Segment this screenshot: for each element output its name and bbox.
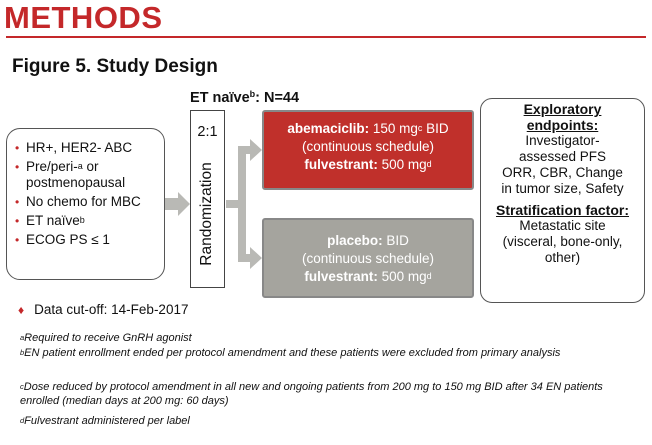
cohort-label-sup: b bbox=[249, 89, 256, 99]
criterion-text: HR+, HER2- ABC bbox=[26, 140, 133, 155]
footnote-text: EN patient enrollment ended per protocol… bbox=[24, 347, 561, 359]
placebo-combo-dose: 500 mg bbox=[377, 269, 427, 284]
criterion-item: • Pre/peri-a or postmenopausal bbox=[15, 159, 164, 191]
data-cutoff-text: Data cut-off: 14-Feb-2017 bbox=[34, 302, 189, 317]
criterion-text-cont: or postmenopausal bbox=[26, 159, 126, 190]
abemaciclib-combo-dose: 500 mg bbox=[377, 157, 427, 172]
endpoint-line: assessed PFS bbox=[518, 149, 607, 164]
cohort-count: : N=44 bbox=[255, 90, 300, 106]
criterion-text: No chemo for MBC bbox=[26, 194, 141, 209]
title-divider bbox=[6, 36, 646, 38]
stratification-line: other) bbox=[544, 250, 581, 265]
cohort-label: ET naïveb: N=44 bbox=[190, 89, 300, 106]
cohort-label-text: ET naïve bbox=[190, 90, 250, 106]
abemaciclib-dose-line: abemaciclib: 150 mgc BID bbox=[264, 120, 472, 138]
footnote-text: Fulvestrant administered per label bbox=[24, 415, 190, 427]
criterion-item: • HR+, HER2- ABC bbox=[15, 140, 164, 156]
footnote-marker: c bbox=[20, 382, 24, 391]
criterion-sup: b bbox=[79, 215, 85, 225]
abemaciclib-arm-box: abemaciclib: 150 mgc BID (continuous sch… bbox=[262, 110, 474, 190]
criterion-sup: a bbox=[77, 161, 83, 171]
randomization-label: Randomization bbox=[198, 162, 215, 266]
bullet-icon: • bbox=[15, 195, 20, 209]
abemaciclib-combo-sup: d bbox=[426, 159, 432, 169]
section-title: METHODS bbox=[4, 0, 163, 35]
abemaciclib-dose: 150 mg bbox=[369, 121, 418, 136]
criterion-text: Pre/peri- bbox=[26, 159, 78, 174]
bullet-icon: • bbox=[15, 233, 20, 247]
footnote-text: Required to receive GnRH agonist bbox=[24, 332, 192, 344]
abemaciclib-freq: BID bbox=[422, 121, 449, 136]
diamond-bullet-icon: ♦ bbox=[18, 303, 25, 317]
footnote-a: aRequired to receive GnRH agonist bbox=[20, 331, 630, 345]
stratification-line: (visceral, bone-only, bbox=[502, 234, 623, 249]
bullet-icon: • bbox=[15, 160, 20, 174]
figure-title: Figure 5. Study Design bbox=[12, 56, 218, 77]
abemaciclib-combo-drug: fulvestrant: bbox=[304, 157, 378, 172]
arrow-to-abemaciclib-arm bbox=[238, 139, 262, 161]
abemaciclib-combo-line: fulvestrant: 500 mgd bbox=[264, 156, 472, 174]
footnote-b: bEN patient enrollment ended per protoco… bbox=[20, 346, 620, 360]
placebo-drug: placebo: bbox=[327, 233, 383, 248]
eligibility-criteria-box: • HR+, HER2- ABC • Pre/peri-a or postmenop… bbox=[6, 128, 165, 280]
endpoint-line: in tumor size, Safety bbox=[501, 181, 624, 196]
arrow-to-placebo-arm bbox=[238, 247, 262, 269]
placebo-dose-line: placebo: BID bbox=[264, 232, 472, 250]
criterion-item: • ECOG PS ≤ 1 bbox=[15, 232, 164, 248]
placebo-freq: BID bbox=[382, 233, 409, 248]
criterion-item: • No chemo for MBC bbox=[15, 194, 164, 210]
footnote-marker: a bbox=[20, 333, 25, 342]
placebo-combo-line: fulvestrant: 500 mgd bbox=[264, 268, 472, 286]
footnote-text: Dose reduced by protocol amendment in al… bbox=[20, 381, 603, 407]
endpoint-line: ORR, CBR, Change bbox=[502, 165, 623, 180]
footnote-marker: d bbox=[20, 416, 25, 425]
abemaciclib-dose-sup: c bbox=[417, 123, 423, 133]
endpoint-line: Investigator- bbox=[525, 133, 600, 148]
bullet-icon: • bbox=[15, 141, 20, 155]
footnote-c: cDose reduced by protocol amendment in a… bbox=[20, 380, 630, 408]
randomization-box bbox=[190, 110, 225, 288]
bullet-icon: • bbox=[15, 214, 20, 228]
placebo-combo-sup: d bbox=[426, 271, 432, 281]
endpoints-box: Exploratory endpoints: Investigator- ass… bbox=[480, 98, 645, 303]
stratification-line: Metastatic site bbox=[519, 218, 606, 233]
placebo-arm-box: placebo: BID (continuous schedule) fulve… bbox=[262, 218, 474, 298]
arrow-criteria-to-randomization bbox=[165, 192, 190, 216]
footnote-d: dFulvestrant administered per label bbox=[20, 414, 630, 428]
criterion-item: • ET naïveb bbox=[15, 213, 164, 229]
exploratory-heading-line-1: Exploratory bbox=[523, 101, 602, 117]
criterion-text: ECOG PS ≤ 1 bbox=[26, 232, 110, 247]
placebo-schedule: (continuous schedule) bbox=[301, 251, 435, 266]
placebo-combo-drug: fulvestrant: bbox=[304, 269, 378, 284]
footnote-marker: b bbox=[20, 348, 25, 357]
randomization-ratio: 2:1 bbox=[197, 124, 218, 140]
exploratory-heading-line-2: endpoints: bbox=[526, 117, 599, 133]
data-cutoff: ♦ Data cut-off: 14-Feb-2017 bbox=[18, 302, 188, 317]
abemaciclib-drug: abemaciclib: bbox=[287, 121, 370, 136]
abemaciclib-schedule: (continuous schedule) bbox=[301, 139, 435, 154]
criterion-text: ET naïve bbox=[26, 213, 80, 228]
stratification-heading: Stratification factor: bbox=[495, 202, 629, 218]
